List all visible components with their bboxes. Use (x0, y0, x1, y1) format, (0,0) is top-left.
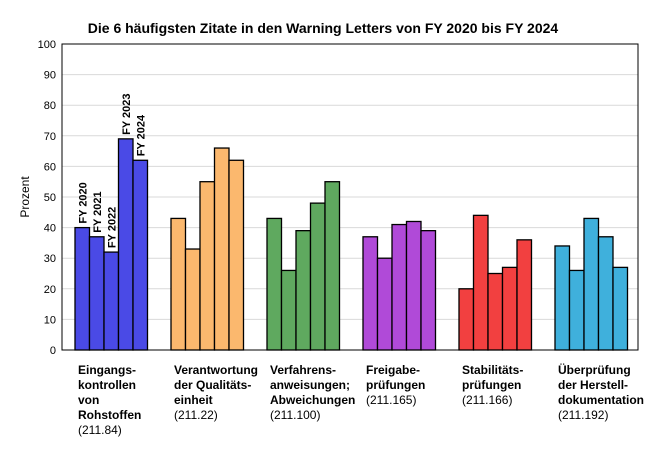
category-code: (211.100) (270, 408, 320, 422)
category-label: anweisungen; (270, 378, 350, 392)
category-label: Überprüfung (558, 362, 631, 377)
bar (280, 269, 297, 351)
category-label: Stabilitäts- (462, 363, 523, 377)
chart-title: Die 6 häufigsten Zitate in den Warning L… (88, 20, 559, 36)
category-label: Verantwortung (174, 363, 258, 377)
bar (487, 272, 504, 351)
y-tick-label: 20 (44, 284, 56, 296)
category-code: (211.22) (174, 408, 218, 422)
bar (376, 257, 393, 351)
y-tick-label: 100 (38, 39, 56, 51)
y-tick-label: 10 (44, 314, 56, 326)
y-tick-label: 50 (44, 192, 56, 204)
bar (213, 147, 230, 351)
bar (405, 220, 422, 351)
category-label: kontrollen (78, 378, 136, 392)
category-label: von (78, 393, 99, 407)
bars (74, 138, 629, 351)
bar (117, 138, 134, 351)
series-label: FY 2021 (92, 191, 104, 232)
bar (612, 266, 629, 351)
bar (597, 236, 614, 351)
series-label: FY 2020 (77, 182, 89, 223)
bar (199, 181, 216, 351)
category-label: einheit (174, 393, 213, 407)
y-tick-label: 80 (44, 100, 56, 112)
bar (516, 239, 533, 351)
category-label: dokumentation (558, 393, 644, 407)
bar (74, 226, 91, 351)
y-tick-label: 60 (44, 161, 56, 173)
plot-frame (61, 43, 639, 351)
bar (472, 214, 489, 351)
category-code: (211.192) (558, 408, 608, 422)
y-axis-ticks: 0 10 20 30 40 50 60 70 80 90 100 (38, 39, 56, 357)
bar (568, 269, 585, 351)
category-label: der Qualitäts- (174, 378, 251, 392)
series-label: FY 2023 (121, 93, 133, 134)
category-code: (211.166) (462, 393, 512, 407)
y-axis-label: Prozent (18, 176, 32, 218)
category-label: Verfahrens- (270, 363, 336, 377)
category-label: prüfungen (366, 378, 425, 392)
y-tick-label: 0 (50, 345, 56, 357)
bar (184, 248, 201, 351)
gridlines (62, 43, 638, 351)
bar (458, 288, 475, 351)
bar (228, 159, 245, 351)
bar (362, 236, 379, 351)
bar (132, 159, 149, 351)
bar (420, 230, 437, 351)
series-label: FY 2022 (106, 207, 118, 248)
bar (266, 217, 283, 351)
y-tick-label: 90 (44, 70, 56, 82)
category-labels: Eingangs-kontrollenvonRohstoffen(211.84)… (78, 362, 644, 437)
category-label: Eingangs- (78, 363, 136, 377)
bar (309, 202, 326, 351)
bar (295, 230, 312, 351)
bar (554, 245, 571, 351)
series-label: FY 2024 (135, 114, 147, 156)
bar (391, 223, 408, 351)
y-tick-label: 70 (44, 131, 56, 143)
category-label: der Herstell- (558, 378, 628, 392)
y-tick-label: 40 (44, 223, 56, 235)
category-label: prüfungen (462, 378, 521, 392)
category-code: (211.84) (78, 423, 122, 437)
bar (583, 217, 600, 351)
category-code: (211.165) (366, 393, 416, 407)
bar (501, 266, 518, 351)
bar (103, 251, 120, 351)
category-label: Abweichungen (270, 393, 355, 407)
bar (170, 217, 187, 351)
y-tick-label: 30 (44, 253, 56, 265)
bar (88, 236, 105, 351)
bar (324, 181, 341, 351)
category-label: Freigabe- (366, 363, 420, 377)
category-label: Rohstoffen (78, 408, 141, 422)
